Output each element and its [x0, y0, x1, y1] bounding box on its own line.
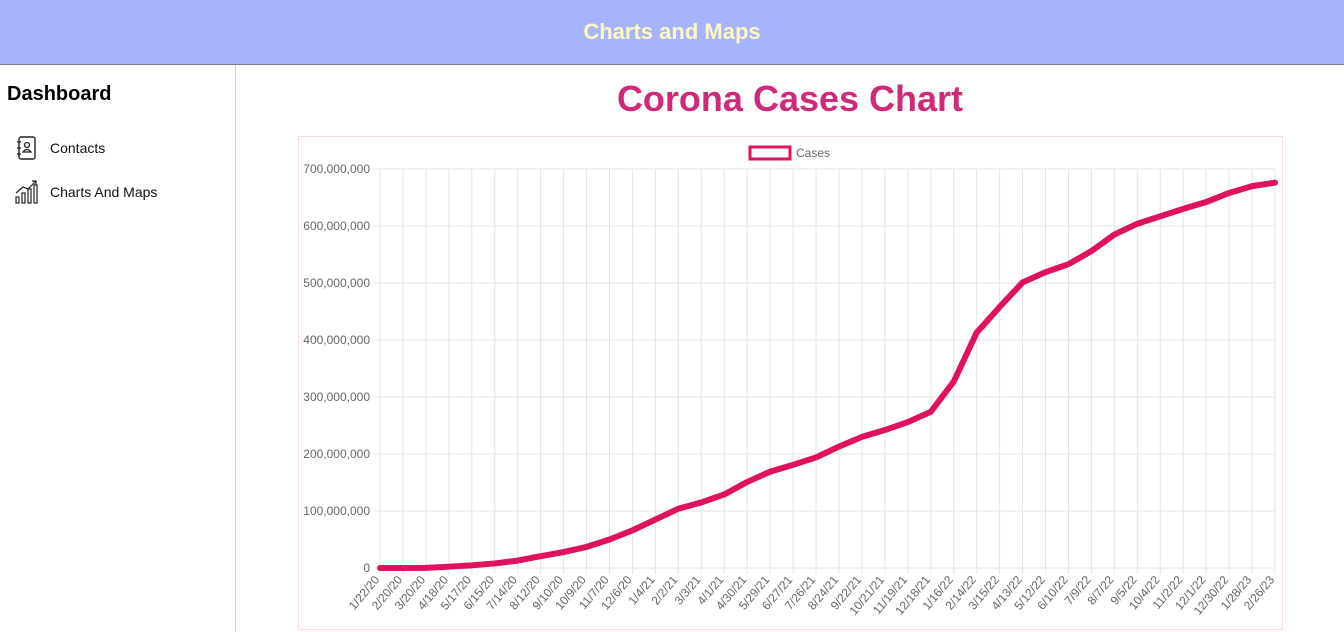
charts-icon [15, 180, 38, 204]
y-tick-label: 0 [363, 561, 370, 575]
nav-label: Contacts [50, 140, 106, 156]
y-tick-label: 400,000,000 [303, 333, 370, 347]
y-tick-label: 700,000,000 [303, 162, 370, 176]
y-tick-label: 300,000,000 [303, 390, 370, 404]
nav-contacts[interactable]: Contacts [14, 135, 105, 161]
chart: 0 100,000,000 200,000,000 300,000,000 400,00… [298, 136, 1283, 630]
sidebar: Dashboard Contacts Charts And Maps [0, 65, 236, 632]
y-tick-label: 600,000,000 [303, 219, 370, 233]
nav-charts[interactable]: Charts And Maps [14, 179, 157, 205]
chart-frame [298, 136, 1283, 630]
top-bar: Charts and Maps [0, 0, 1344, 65]
y-tick-label: 100,000,000 [303, 504, 370, 518]
nav-label: Charts And Maps [50, 184, 158, 200]
y-tick-label: 200,000,000 [303, 447, 370, 461]
legend-label: Cases [796, 146, 830, 160]
line-series [377, 179, 1278, 571]
contacts-icon [17, 136, 36, 160]
sidebar-title: Dashboard [7, 83, 112, 105]
page-title: Corona Cases Chart [616, 78, 964, 119]
y-tick-label: 500,000,000 [303, 276, 370, 290]
legend-swatch [748, 145, 792, 161]
app-title: Charts and Maps [583, 19, 761, 44]
